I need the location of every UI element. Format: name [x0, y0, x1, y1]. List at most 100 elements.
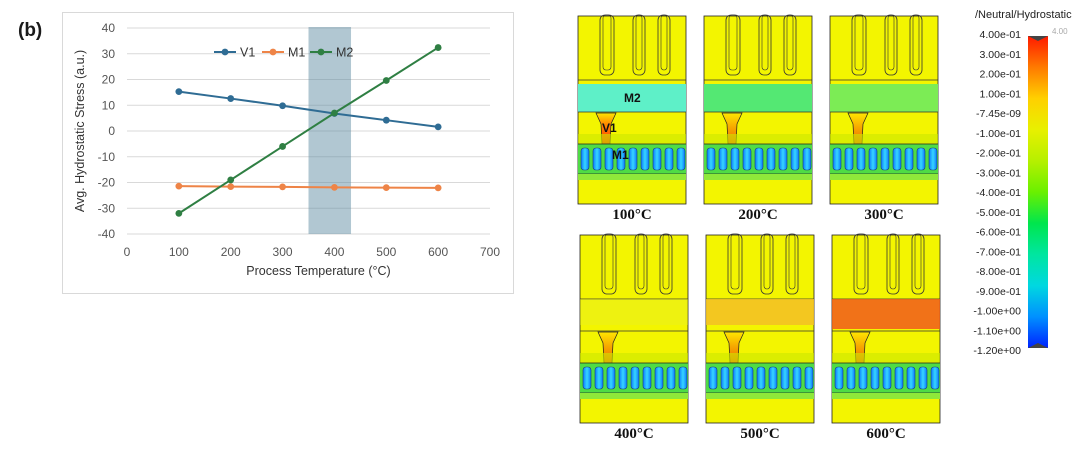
m1-pillar-1 [592, 147, 602, 171]
y-tick-label-0: -40 [98, 227, 116, 241]
trench-inner-0 [856, 233, 866, 290]
y-tick-label-2: -20 [98, 176, 116, 190]
colorbar-tick-12: -8.00e-01 [976, 266, 1021, 278]
colorbar-tick-15: -1.10e+00 [973, 325, 1021, 337]
m1-pillar-5 [640, 147, 650, 171]
point-M2-600 [434, 44, 442, 51]
colorbar-cap-bottom [1028, 343, 1048, 348]
m1-pillar-1 [844, 147, 854, 171]
y-axis-title: Avg. Hydrostatic Stress (a.u.) [73, 50, 87, 212]
m2-layer [580, 299, 688, 325]
m2-layer [830, 84, 938, 112]
m1-pillar-3 [616, 147, 626, 171]
colorbar-tick-11: -7.00e-01 [976, 246, 1021, 258]
panel-label: (b) [18, 20, 43, 41]
v1-layer [832, 353, 940, 365]
m1-pillar-2 [858, 366, 868, 390]
colorbar-tick-5: -1.00e-01 [976, 128, 1021, 140]
m1-pillar-4 [882, 366, 892, 390]
highlight-band [308, 27, 352, 234]
m1-pillar-4 [754, 147, 764, 171]
x-axis-title: Process Temperature (°C) [246, 264, 390, 278]
label-m1: M1 [612, 148, 629, 162]
label-v1: V1 [602, 121, 617, 135]
temp-label-3: 400°C [614, 426, 653, 442]
m1-pillar-8 [802, 147, 812, 171]
sim-panel-1: 200°C [703, 14, 813, 223]
point-V1-500 [382, 116, 390, 124]
x-tick-label-5: 500 [376, 245, 396, 259]
y-tick-label-4: 0 [108, 124, 115, 138]
m1-pillar-6 [654, 366, 664, 390]
liner-layer [578, 174, 686, 180]
colorbar-title: /Neutral/Hydrostatic [975, 9, 1072, 21]
m1-pillar-2 [604, 147, 614, 171]
trench-inner-1 [887, 14, 895, 71]
m1-pillar-1 [720, 366, 730, 390]
point-M1-300 [279, 183, 286, 191]
m1-pillar-8 [678, 366, 688, 390]
m1-pillar-7 [790, 147, 800, 171]
point-M2-100 [175, 210, 183, 217]
series-line-M2 [178, 46, 439, 215]
temp-label-2: 300°C [864, 207, 903, 223]
m1-pillar-3 [742, 147, 752, 171]
x-tick-label-6: 600 [428, 245, 448, 259]
sim-panel-4: 500°C [705, 233, 815, 442]
y-tick-label-6: 20 [102, 73, 116, 87]
point-V1-600 [434, 123, 442, 131]
label-m2: M2 [624, 91, 641, 105]
m1-pillar-3 [870, 366, 880, 390]
point-V1-200 [227, 95, 235, 102]
chart-frame [62, 12, 514, 294]
point-M2-500 [382, 77, 390, 84]
m1-pillar-0 [832, 147, 842, 171]
liner-layer [704, 174, 812, 180]
trench-inner-2 [786, 14, 794, 71]
legend-marker-M2 [317, 48, 325, 56]
point-V1-100 [175, 88, 183, 96]
m1-pillar-0 [834, 366, 844, 390]
legend-label-V1: V1 [240, 46, 255, 60]
sim-panel-0: M2 V1 M1 100°C [577, 14, 687, 223]
temp-label-0: 100°C [612, 207, 651, 223]
sim-panel-3: 400°C [579, 233, 689, 442]
m2-layer [706, 299, 814, 325]
sim-panel-5: 600°C [831, 233, 941, 442]
legend-label-M2: M2 [336, 46, 353, 60]
y-tick-label-3: -10 [98, 150, 116, 164]
m1-pillar-2 [730, 147, 740, 171]
m1-pillar-3 [618, 366, 628, 390]
colorbar-tick-1: 3.00e-01 [980, 49, 1022, 61]
m1-pillar-6 [652, 147, 662, 171]
trench-inner-1 [763, 233, 771, 290]
temp-label-5: 600°C [866, 426, 905, 442]
m1-pillar-0 [706, 147, 716, 171]
v1-layer [704, 134, 812, 146]
m1-pillar-0 [580, 147, 590, 171]
temp-label-1: 200°C [738, 207, 777, 223]
m1-pillar-0 [708, 366, 718, 390]
m1-pillar-4 [628, 147, 638, 171]
point-M1-100 [175, 182, 183, 190]
m1-pillar-0 [582, 366, 592, 390]
m1-pillar-5 [894, 366, 904, 390]
x-tick-label-1: 100 [169, 245, 189, 259]
legend-label-M1: M1 [288, 46, 305, 60]
m1-pillar-2 [732, 366, 742, 390]
m1-pillar-6 [780, 366, 790, 390]
trench-inner-2 [788, 233, 796, 290]
x-tick-label-2: 200 [221, 245, 241, 259]
y-tick-label-5: 10 [102, 98, 116, 112]
m1-pillar-1 [594, 366, 604, 390]
point-M2-200 [227, 176, 235, 184]
m1-pillar-6 [904, 147, 914, 171]
y-tick-label-7: 30 [102, 47, 116, 61]
colorbar-tick-6: -2.00e-01 [976, 148, 1021, 160]
m1-pillar-5 [766, 147, 776, 171]
m1-pillar-8 [930, 366, 940, 390]
m1-pillar-1 [718, 147, 728, 171]
stress-simulation-grid: M2 V1 M1 100°C 200°C 300°C 400°C 500°C 600°C [577, 14, 941, 442]
m2-layer [704, 84, 812, 112]
colorbar-tick-14: -1.00e+00 [973, 306, 1021, 318]
